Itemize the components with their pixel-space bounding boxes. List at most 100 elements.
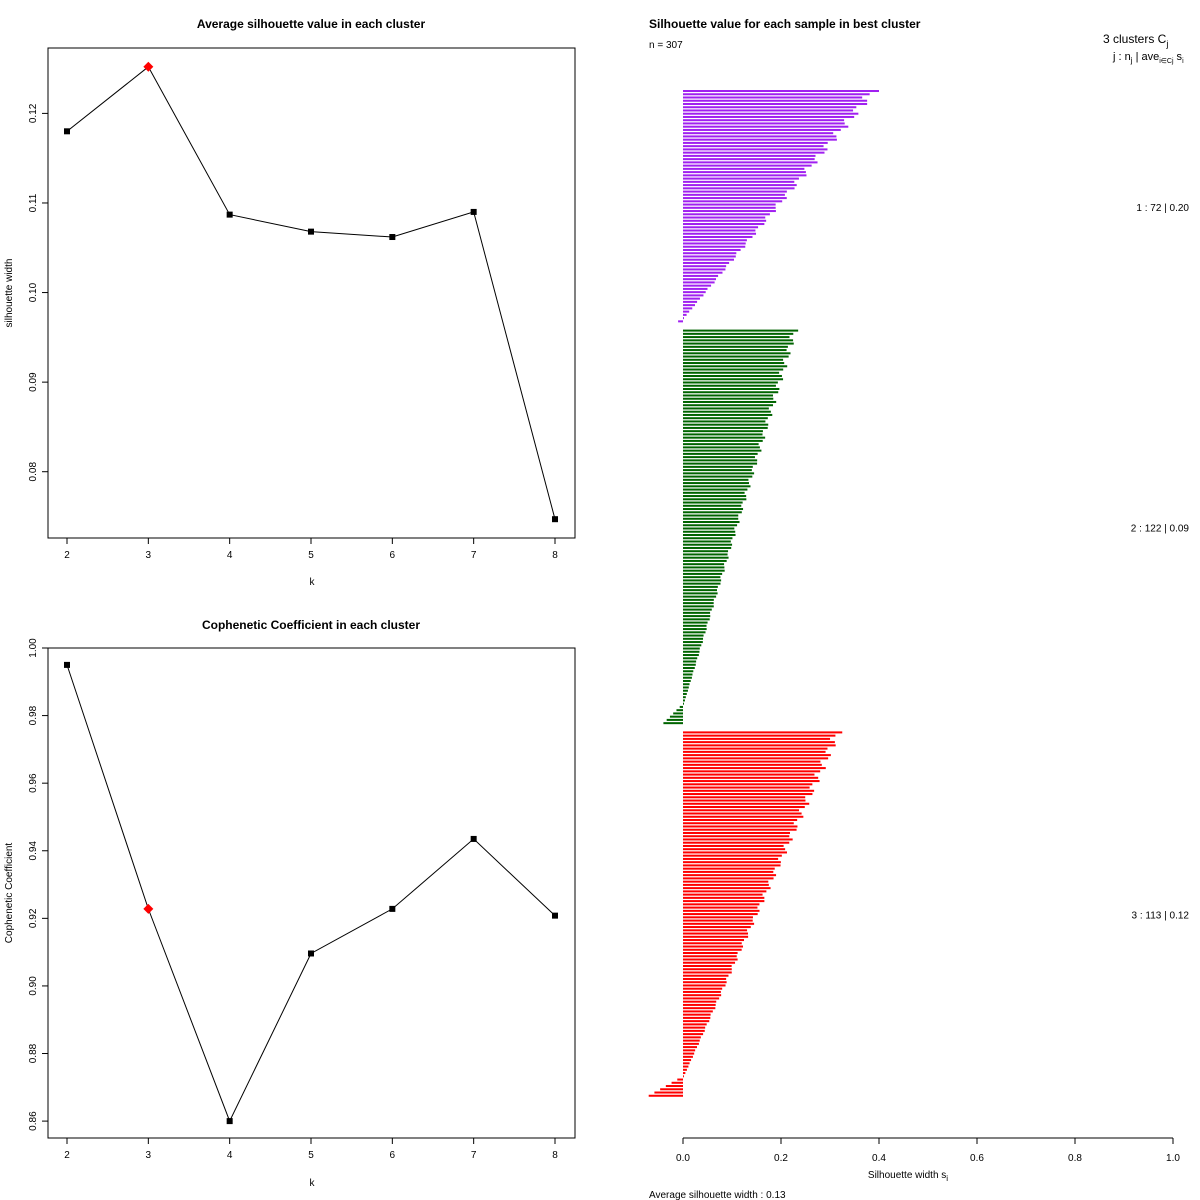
silhouette-bar xyxy=(683,984,726,987)
series-line xyxy=(66,66,556,520)
silhouette-bar xyxy=(683,184,797,187)
chart1-y-label: silhouette width xyxy=(4,259,15,328)
silhouette-bar xyxy=(683,582,721,585)
average-silhouette-label: Average silhouette width : 0.13 xyxy=(649,1190,786,1200)
silhouette-bar xyxy=(683,828,797,831)
data-point xyxy=(308,950,314,957)
silhouette-bar xyxy=(665,1085,683,1088)
silhouette-bar xyxy=(683,404,774,407)
silhouette-bar xyxy=(683,537,733,540)
silhouette-bar xyxy=(683,654,699,657)
silhouette-bar xyxy=(683,631,706,634)
silhouette-bar xyxy=(683,968,732,971)
silhouette-bar xyxy=(683,261,730,264)
x-tick-label: 6 xyxy=(390,1150,396,1161)
data-point xyxy=(389,905,396,912)
chart3-x-label-sub: i xyxy=(946,1174,948,1183)
silhouette-bar xyxy=(683,731,843,734)
silhouette-bar xyxy=(683,235,753,239)
y-tick-label: 0.11 xyxy=(28,193,39,212)
cluster-3-label: 3 : 113 | 0.12 xyxy=(1132,911,1190,922)
silhouette-bar xyxy=(683,848,786,851)
silhouette-bar xyxy=(683,439,763,442)
silhouette-bar xyxy=(683,197,787,200)
legend-subheader-sub-icj: i∈Cj xyxy=(1159,58,1174,65)
silhouette-bar xyxy=(683,932,748,935)
silhouette-bar xyxy=(683,926,751,929)
silhouette-bar xyxy=(683,426,768,429)
chart3-x-label-text: Silhouette width s xyxy=(868,1170,946,1181)
silhouette-bar xyxy=(678,320,683,323)
silhouette-bar xyxy=(683,119,845,122)
silhouette-bar xyxy=(683,284,712,287)
data-point xyxy=(226,211,233,218)
chart1-x-axis: 2 3 4 5 6 7 8 xyxy=(64,538,558,561)
silhouette-bar xyxy=(683,375,782,378)
silhouette-bar xyxy=(683,177,799,180)
silhouette-bar xyxy=(683,482,750,485)
data-point xyxy=(64,128,70,135)
silhouette-bar xyxy=(683,355,789,358)
silhouette-bar xyxy=(683,1065,689,1068)
silhouette-bar xyxy=(666,718,683,721)
silhouette-bar xyxy=(683,115,855,118)
silhouette-bar xyxy=(683,1042,699,1045)
silhouette-bar xyxy=(683,835,790,838)
silhouette-bar xyxy=(683,491,745,494)
silhouette-bar xyxy=(683,942,742,945)
data-point xyxy=(552,516,558,523)
silhouette-bar xyxy=(683,559,727,562)
silhouette-bar xyxy=(671,1081,683,1084)
silhouette-bar xyxy=(683,164,812,167)
silhouette-bar xyxy=(683,258,734,261)
silhouette-bar xyxy=(683,384,776,387)
silhouette-bar xyxy=(683,478,749,481)
silhouette-bar xyxy=(683,977,727,980)
silhouette-bar xyxy=(683,151,825,154)
silhouette-bar xyxy=(683,935,749,938)
silhouette-bar xyxy=(683,1013,711,1016)
silhouette-bar xyxy=(683,650,700,653)
silhouette-bar xyxy=(683,750,826,753)
silhouette-bar xyxy=(683,981,727,984)
silhouette-bar xyxy=(683,297,700,300)
silhouette-bar-plot: Silhouette value for each sample in best… xyxy=(648,17,1190,1200)
silhouette-bar xyxy=(683,641,703,644)
silhouette-bar xyxy=(683,514,739,517)
silhouette-bar xyxy=(683,1059,692,1062)
silhouette-bar xyxy=(683,896,765,899)
chart2-x-label: k xyxy=(310,1178,316,1189)
silhouette-bar xyxy=(683,1029,705,1032)
silhouette-bar xyxy=(683,913,758,916)
silhouette-bar xyxy=(683,452,758,455)
silhouette-bar xyxy=(683,475,753,478)
data-point xyxy=(226,1118,233,1125)
silhouette-bar xyxy=(683,741,835,744)
silhouette-bar xyxy=(683,770,821,773)
silhouette-bar xyxy=(683,831,790,834)
silhouette-bar xyxy=(663,722,683,725)
chart2-y-axis: 0.86 0.88 0.90 0.92 0.94 0.96 0.98 1.00 xyxy=(28,638,48,1131)
data-point xyxy=(64,661,70,668)
silhouette-bar xyxy=(683,472,755,475)
silhouette-bar xyxy=(683,106,857,109)
chart1-plot-frame xyxy=(47,47,576,539)
silhouette-bar xyxy=(683,1007,716,1010)
silhouette-bar xyxy=(683,922,755,925)
cluster-labels: 1 : 72 | 0.20 2 : 122 | 0.09 3 : 113 | 0.1… xyxy=(1131,203,1190,922)
cluster-2-label: 2 : 122 | 0.09 xyxy=(1131,523,1190,534)
silhouette-bar xyxy=(683,517,739,520)
silhouette-bar xyxy=(683,362,785,365)
silhouette-bar xyxy=(683,90,879,93)
silhouette-bar xyxy=(683,310,690,313)
silhouette-bar xyxy=(683,329,799,332)
silhouette-bar xyxy=(683,387,780,390)
silhouette-bar xyxy=(683,400,777,403)
silhouette-bar xyxy=(683,125,849,128)
y-tick-label: 0.90 xyxy=(28,976,39,996)
chart1-series-line xyxy=(66,66,556,520)
x-tick-label: 2 xyxy=(64,1150,70,1161)
silhouette-bar xyxy=(683,883,769,886)
x-tick-label: 7 xyxy=(471,550,477,561)
